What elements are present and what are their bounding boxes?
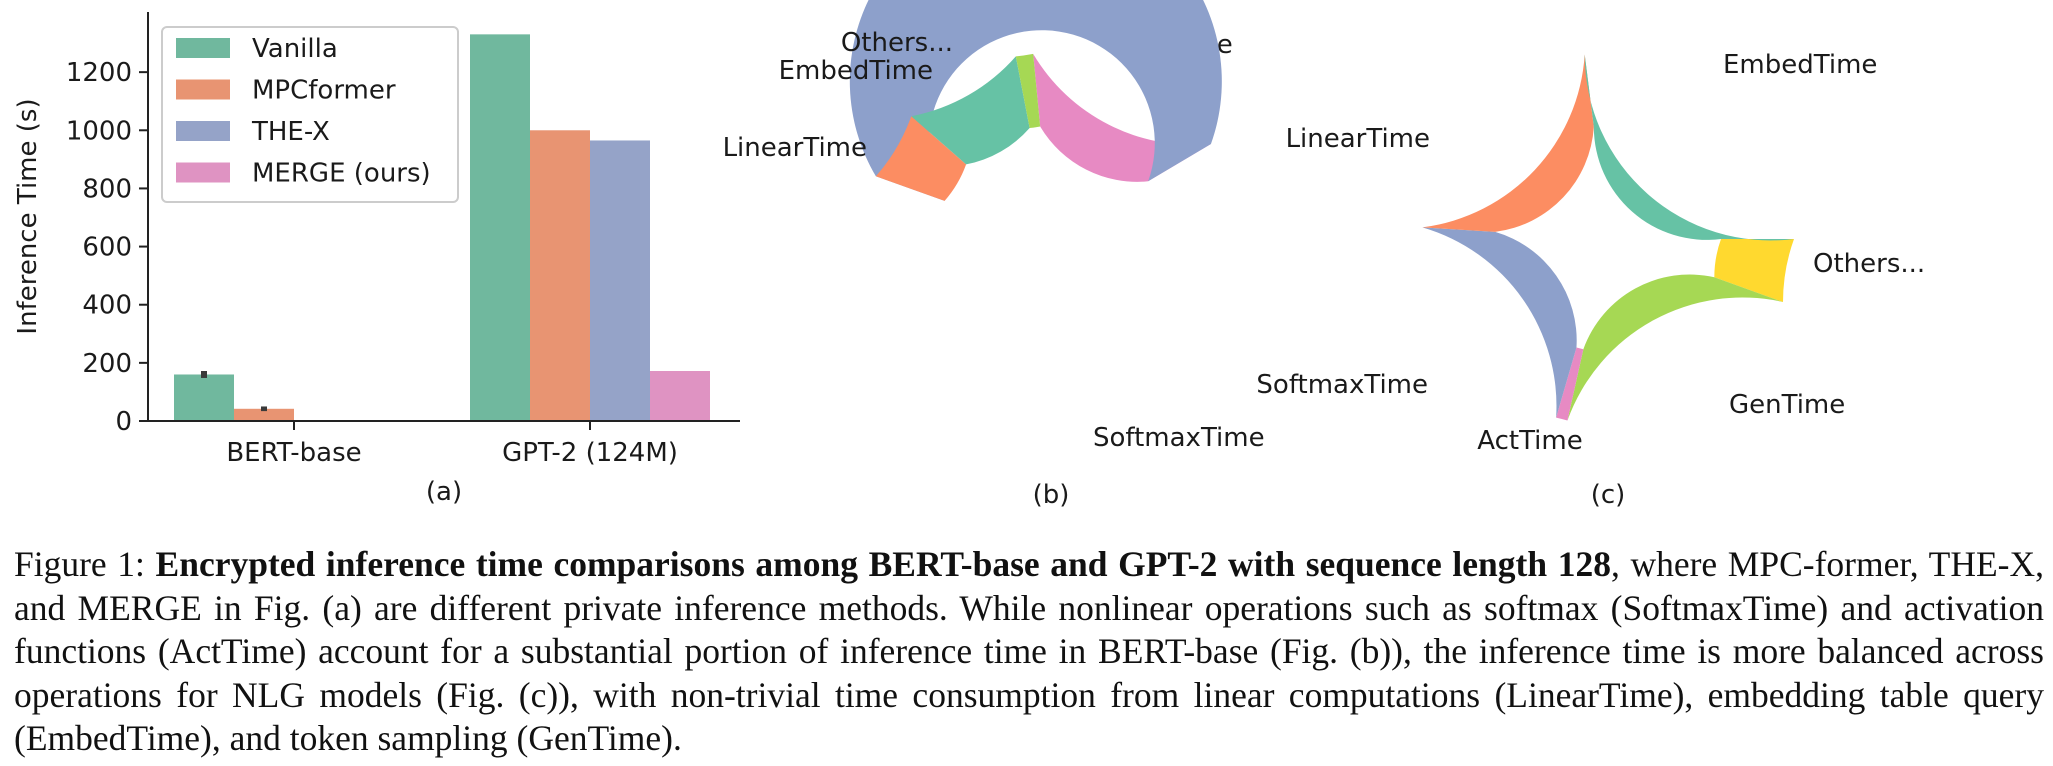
legend-label: MPCformer [252,76,396,106]
figure-canvas: 0 200 400 600 800 1000 1200 BERT-base GPT-2 (124… [13,0,1925,510]
donut-slice-embedtime [911,56,1030,165]
caption-figure-label: Figure 1: [14,544,145,584]
donut-slice-others- [1015,53,1041,129]
bar-vanilla-0 [174,374,234,421]
donut-slice-others- [1714,239,1794,303]
panel-label: (c) [1591,480,1626,510]
bar-chart-panel: 0 200 400 600 800 1000 1200 BERT-base GPT-2 (124… [13,12,740,507]
donut-chart-c-panel: Others... GenTime ActTime SoftmaxTime Linear… [1256,50,1925,510]
slice-label: ActTime [1477,426,1582,456]
slice-label: EmbedTime [779,56,933,86]
slice-label: LinearTime [723,133,867,163]
donut-slice-lineartime [875,116,967,201]
legend-label: THE-X [251,117,330,147]
bar-merge-ours--1 [650,370,710,421]
caption-title: Encrypted inference time comparisons amo… [155,544,1611,584]
y-tick-label: 800 [82,174,132,204]
donut-slice-softmaxtime [1422,227,1577,418]
bar-the-x-1 [590,140,650,422]
donut-slice-acttime [1556,347,1584,421]
donut-slice-softmaxtime [849,0,1222,201]
x-tick-label: BERT-base [226,438,361,468]
donut-slice-embedtime [1584,54,1794,241]
legend-label: Vanilla [252,34,338,64]
legend-swatch [176,121,230,141]
donut-slice-gentime [1567,274,1784,421]
slice-label: Others... [1813,249,1925,279]
y-tick-label: 200 [82,349,132,379]
legend-label: MERGE (ours) [252,159,431,189]
slice-label: Others... [841,28,953,58]
x-tick-label: GPT-2 (124M) [502,438,678,468]
donut-slice-lineartime [1422,54,1594,232]
legend-box [161,26,459,203]
slice-label: EmbedTime [1723,50,1877,80]
figure-caption: Figure 1: Encrypted inference time compa… [14,543,2044,761]
y-tick-label: 600 [82,233,132,263]
panel-label-a: (a) [426,477,462,507]
y-tick-label: 1200 [66,58,132,88]
panel-label: (b) [1033,480,1070,510]
legend-swatch [176,79,230,100]
y-tick-label: 1000 [66,116,132,146]
slice-label: GenTime [1729,390,1845,420]
caption-body: , where MPC-former, THE-X, and MERGE in … [14,544,2044,758]
slice-label: SoftmaxTime [1093,423,1265,453]
bar-vanilla-1 [470,34,530,421]
legend-swatch [176,38,230,58]
slice-label: SoftmaxTime [1256,370,1428,400]
donut-chart-b-panel: ActTimeSoftmaxTimeLinearTimeEmbedTimeOth… [723,0,1265,510]
slice-label: LinearTime [1286,124,1430,154]
bar-mpcformer-0 [234,408,294,421]
y-axis-label: Inference Time (s) [13,98,43,334]
bar-mpcformer-1 [530,130,590,422]
y-tick-label: 400 [82,291,132,321]
y-tick-label: 0 [115,407,132,437]
legend-swatch [176,162,230,183]
